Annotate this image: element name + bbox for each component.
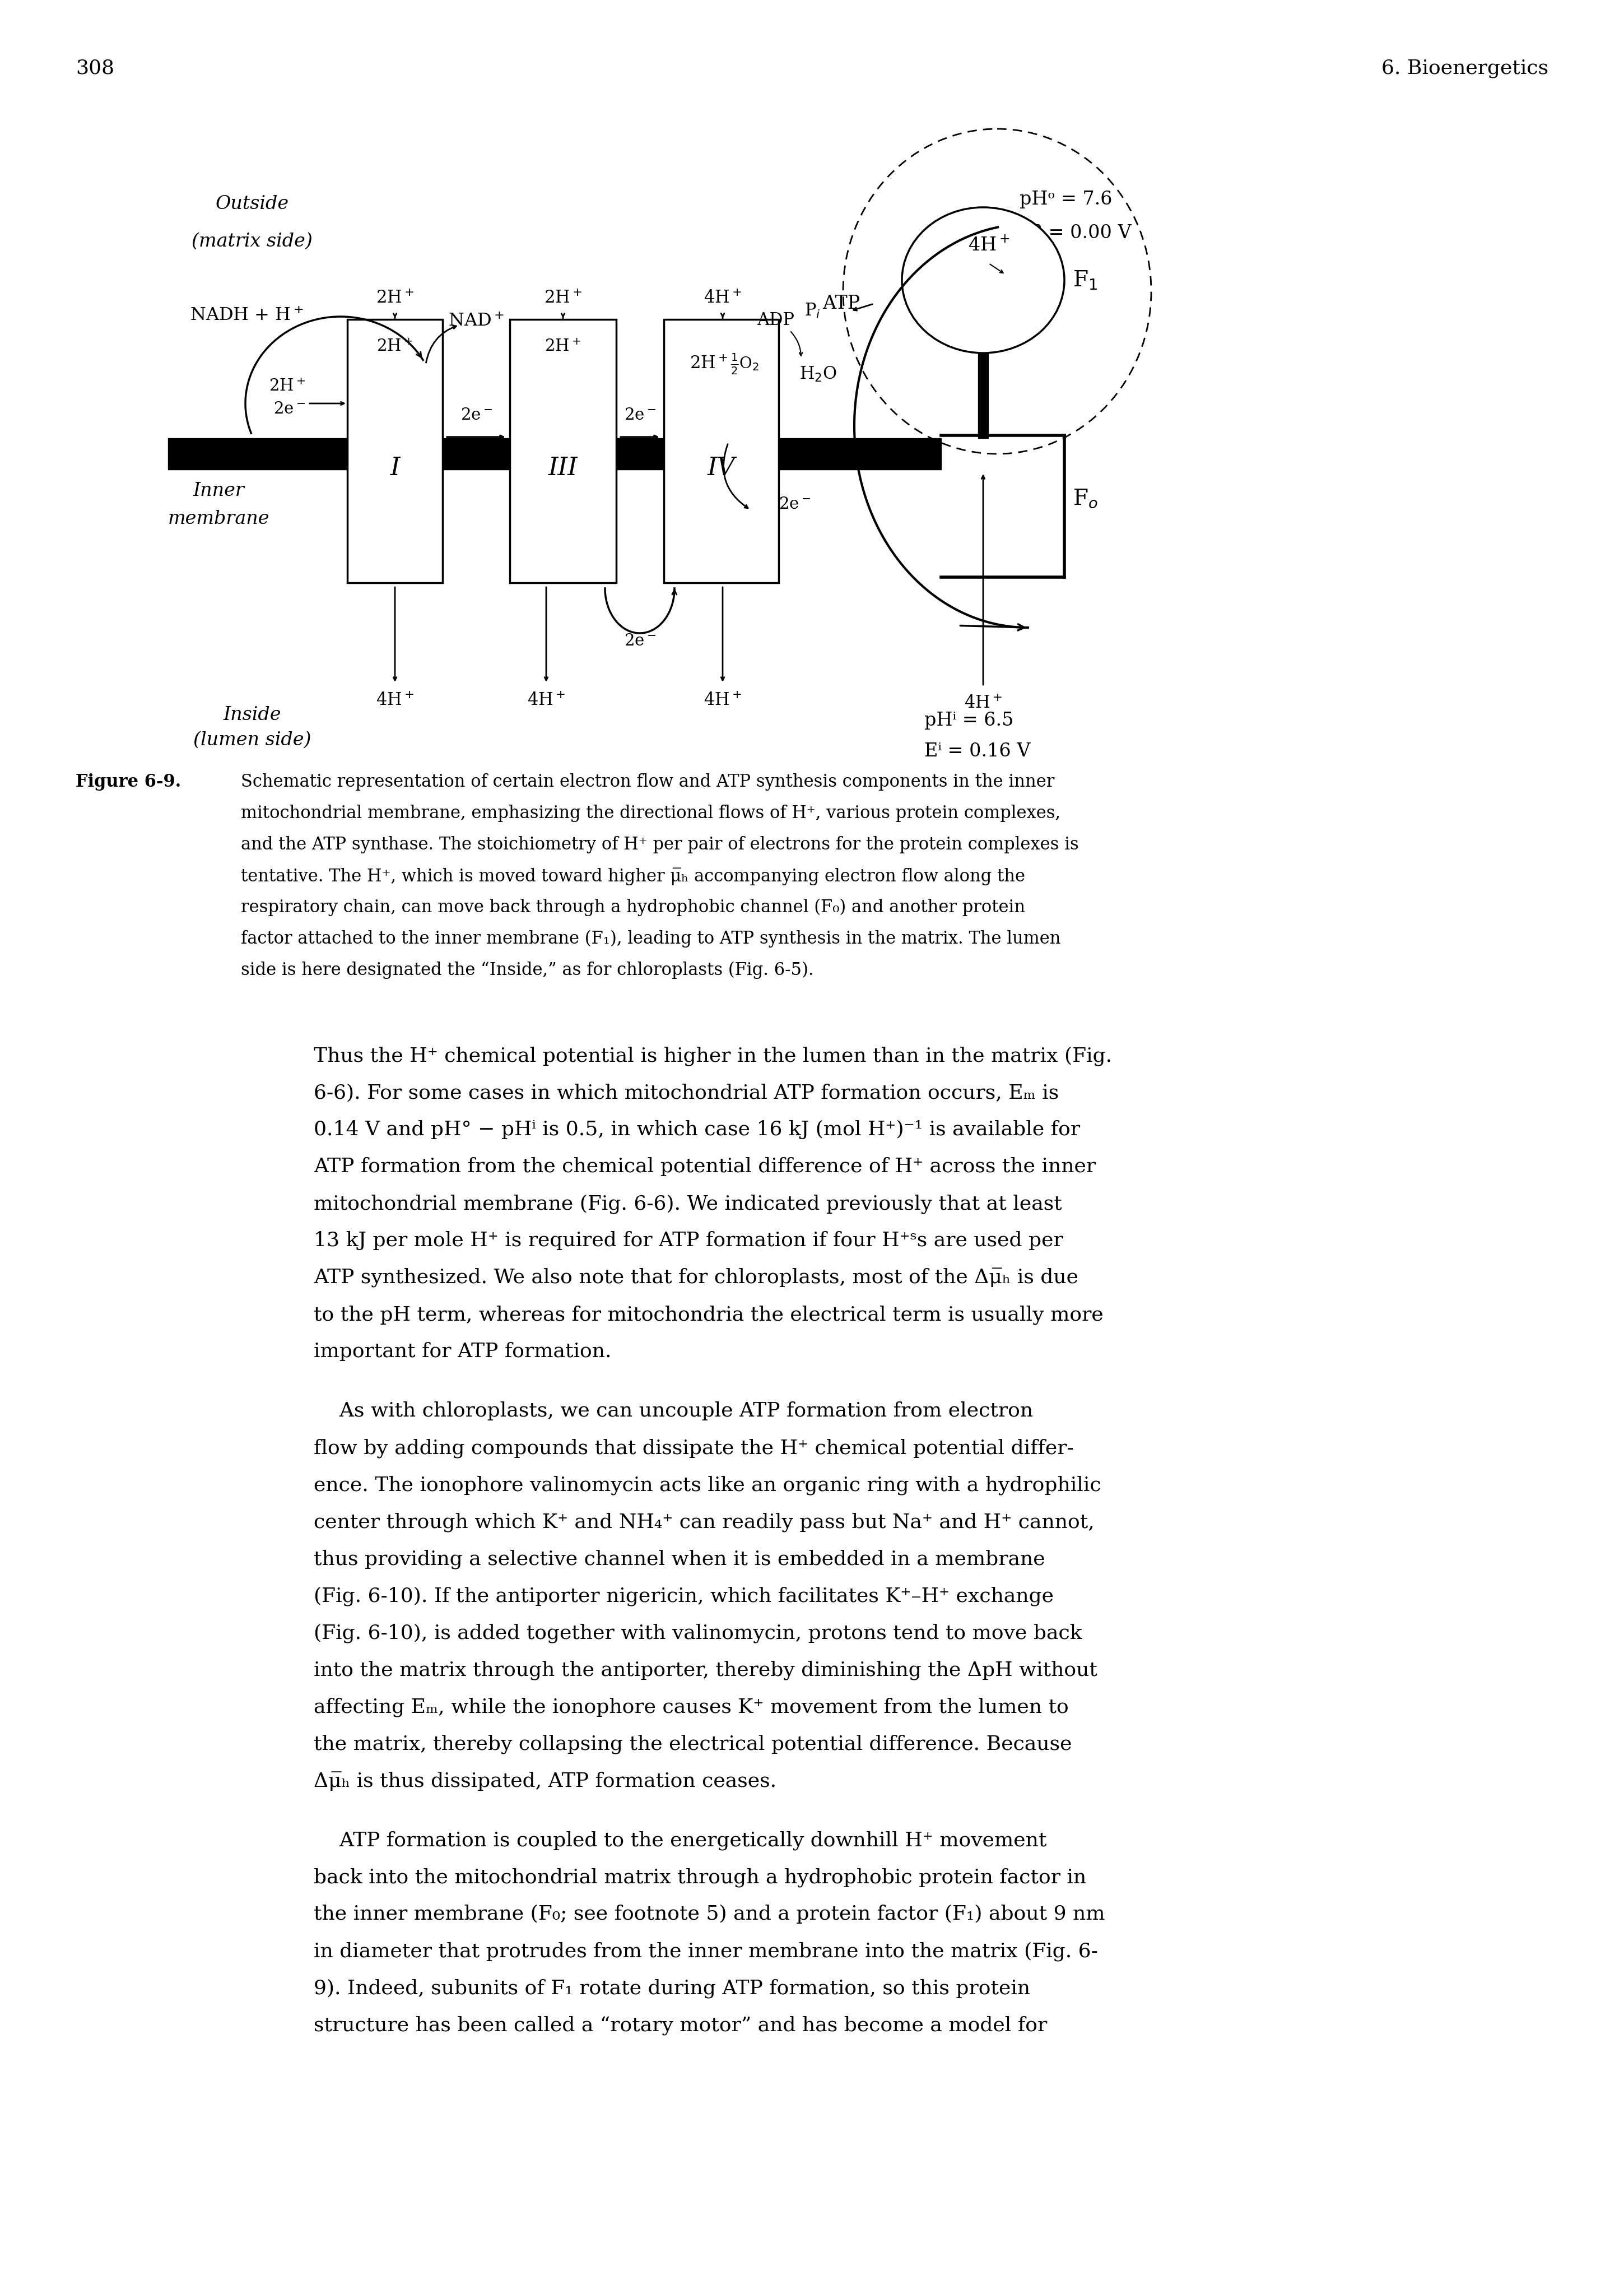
Text: NAD$^+$: NAD$^+$: [448, 312, 503, 330]
Bar: [348, 319, 443, 583]
Text: 6. Bioenergetics: 6. Bioenergetics: [1382, 60, 1548, 78]
Text: ence. The ionophore valinomycin acts like an organic ring with a hydrophilic: ence. The ionophore valinomycin acts lik…: [313, 1475, 1101, 1496]
Bar: [167, 438, 348, 470]
Text: affecting Eₘ, while the ionophore causes K⁺ movement from the lumen to: affecting Eₘ, while the ionophore causes…: [313, 1698, 1069, 1716]
Text: ATP formation from the chemical potential difference of H⁺ across the inner: ATP formation from the chemical potentia…: [313, 1156, 1096, 1177]
Ellipse shape: [901, 206, 1064, 353]
Text: 2H$^+$: 2H$^+$: [377, 340, 412, 356]
Bar: [778, 438, 942, 470]
Text: important for ATP formation.: important for ATP formation.: [313, 1342, 612, 1360]
Text: 2H$^+$: 2H$^+$: [544, 340, 581, 356]
Text: 4H$^+$: 4H$^+$: [703, 693, 742, 709]
Text: Eⁱ = 0.16 V: Eⁱ = 0.16 V: [924, 743, 1030, 759]
Text: 2e$^-$: 2e$^-$: [624, 408, 656, 422]
Text: 2H$^+$: 2H$^+$: [375, 289, 414, 307]
Text: mitochondrial membrane (Fig. 6-6). We indicated previously that at least: mitochondrial membrane (Fig. 6-6). We in…: [313, 1195, 1062, 1214]
Text: 6-6). For some cases in which mitochondrial ATP formation occurs, Eₘ is: 6-6). For some cases in which mitochondr…: [313, 1083, 1059, 1101]
Text: 4H$^+$: 4H$^+$: [375, 693, 414, 709]
Text: III: III: [549, 457, 578, 479]
Text: Inside: Inside: [222, 707, 281, 725]
Text: tentative. The H⁺, which is moved toward higher μ̅ₕ accompanying electron flow a: tentative. The H⁺, which is moved toward…: [240, 867, 1025, 885]
Text: H$_2$O: H$_2$O: [799, 365, 836, 383]
Text: the matrix, thereby collapsing the electrical potential difference. Because: the matrix, thereby collapsing the elect…: [313, 1734, 1072, 1753]
Text: 9). Indeed, subunits of F₁ rotate during ATP formation, so this protein: 9). Indeed, subunits of F₁ rotate during…: [313, 1977, 1030, 1998]
Text: 308: 308: [76, 60, 114, 78]
Text: (Fig. 6-10), is added together with valinomycin, protons tend to move back: (Fig. 6-10), is added together with vali…: [313, 1624, 1082, 1643]
Text: Outside: Outside: [216, 195, 289, 213]
Text: 4H$^+$: 4H$^+$: [528, 693, 565, 709]
Text: ATP synthesized. We also note that for chloroplasts, most of the Δμ̅ₕ is due: ATP synthesized. We also note that for c…: [313, 1269, 1078, 1287]
Text: Schematic representation of certain electron flow and ATP synthesis components i: Schematic representation of certain elec…: [240, 773, 1054, 791]
Text: ATP formation is coupled to the energetically downhill H⁺ movement: ATP formation is coupled to the energeti…: [313, 1831, 1046, 1849]
Text: Inner: Inner: [193, 482, 244, 500]
Text: P$_i$: P$_i$: [804, 303, 820, 319]
Text: ADP: ADP: [757, 312, 794, 330]
Text: structure has been called a “rotary motor” and has become a model for: structure has been called a “rotary moto…: [313, 2016, 1047, 2035]
Text: mitochondrial membrane, emphasizing the directional flows of H⁺, various protein: mitochondrial membrane, emphasizing the …: [240, 805, 1060, 821]
Text: $\frac{1}{2}$O$_2$: $\frac{1}{2}$O$_2$: [731, 353, 760, 376]
Text: 4H$^+$: 4H$^+$: [965, 695, 1002, 711]
Text: 2e$^-$: 2e$^-$: [778, 496, 810, 512]
Text: Thus the H⁺ chemical potential is higher in the lumen than in the matrix (Fig.: Thus the H⁺ chemical potential is higher…: [313, 1046, 1112, 1064]
Text: (matrix side): (matrix side): [192, 232, 312, 250]
Text: As with chloroplasts, we can uncouple ATP formation from electron: As with chloroplasts, we can uncouple AT…: [313, 1402, 1033, 1420]
Text: 2e$^-$: 2e$^-$: [273, 401, 305, 418]
Text: (Fig. 6-10). If the antiporter nigericin, which facilitates K⁺–H⁺ exchange: (Fig. 6-10). If the antiporter nigericin…: [313, 1585, 1054, 1606]
Text: and the ATP synthase. The stoichiometry of H⁺ per pair of electrons for the prot: and the ATP synthase. The stoichiometry …: [240, 835, 1078, 853]
Text: 2H$^+$: 2H$^+$: [690, 356, 728, 374]
Text: membrane: membrane: [167, 509, 270, 528]
Text: NADH + H$^+$: NADH + H$^+$: [190, 307, 304, 323]
Text: side is here designated the “Inside,” as for chloroplasts (Fig. 6-5).: side is here designated the “Inside,” as…: [240, 961, 814, 980]
Text: back into the mitochondrial matrix through a hydrophobic protein factor in: back into the mitochondrial matrix throu…: [313, 1867, 1086, 1888]
Bar: [664, 319, 778, 583]
Text: Figure 6-9.: Figure 6-9.: [76, 773, 182, 791]
Text: flow by adding compounds that dissipate the H⁺ chemical potential differ-: flow by adding compounds that dissipate …: [313, 1438, 1073, 1457]
Text: to the pH term, whereas for mitochondria the electrical term is usually more: to the pH term, whereas for mitochondria…: [313, 1305, 1103, 1324]
Text: the inner membrane (F₀; see footnote 5) and a protein factor (F₁) about 9 nm: the inner membrane (F₀; see footnote 5) …: [313, 1904, 1104, 1925]
Text: 2H$^+$: 2H$^+$: [270, 379, 305, 395]
Text: Δμ̅ₕ is thus dissipated, ATP formation ceases.: Δμ̅ₕ is thus dissipated, ATP formation c…: [313, 1771, 776, 1792]
Text: 0.14 V and pH° − pHⁱ is 0.5, in which case 16 kJ (mol H⁺)⁻¹ is available for: 0.14 V and pH° − pHⁱ is 0.5, in which ca…: [313, 1119, 1080, 1140]
Text: 13 kJ per mole H⁺ is required for ATP formation if four H⁺ˢs are used per: 13 kJ per mole H⁺ is required for ATP fo…: [313, 1232, 1064, 1250]
Text: 4H$^+$: 4H$^+$: [703, 289, 742, 307]
Text: ATP: ATP: [822, 294, 859, 312]
Text: thus providing a selective channel when it is embedded in a membrane: thus providing a selective channel when …: [313, 1548, 1046, 1569]
Text: F$_1$: F$_1$: [1073, 268, 1098, 291]
Text: I: I: [390, 457, 400, 479]
Text: pHⁱ = 6.5: pHⁱ = 6.5: [924, 711, 1013, 729]
Bar: [615, 438, 664, 470]
Bar: [443, 438, 510, 470]
Text: 2e$^-$: 2e$^-$: [624, 633, 656, 649]
Text: 4H$^+$: 4H$^+$: [968, 236, 1010, 255]
Text: respiratory chain, can move back through a hydrophobic channel (F₀) and another : respiratory chain, can move back through…: [240, 899, 1025, 915]
Text: E° = 0.00 V: E° = 0.00 V: [1020, 225, 1132, 243]
Text: (lumen side): (lumen side): [193, 732, 312, 750]
Text: factor attached to the inner membrane (F₁), leading to ATP synthesis in the matr: factor attached to the inner membrane (F…: [240, 929, 1060, 947]
Text: IV: IV: [708, 457, 736, 479]
Text: in diameter that protrudes from the inner membrane into the matrix (Fig. 6-: in diameter that protrudes from the inne…: [313, 1941, 1098, 1961]
Text: pHᵒ = 7.6: pHᵒ = 7.6: [1020, 190, 1112, 209]
Bar: [510, 319, 615, 583]
Text: 2e$^-$: 2e$^-$: [460, 408, 492, 422]
Text: F$_o$: F$_o$: [1073, 489, 1098, 509]
Text: into the matrix through the antiporter, thereby diminishing the ΔpH without: into the matrix through the antiporter, …: [313, 1661, 1098, 1679]
Text: 2H$^+$: 2H$^+$: [544, 289, 581, 307]
Text: center through which K⁺ and NH₄⁺ can readily pass but Na⁺ and H⁺ cannot,: center through which K⁺ and NH₄⁺ can rea…: [313, 1512, 1095, 1532]
